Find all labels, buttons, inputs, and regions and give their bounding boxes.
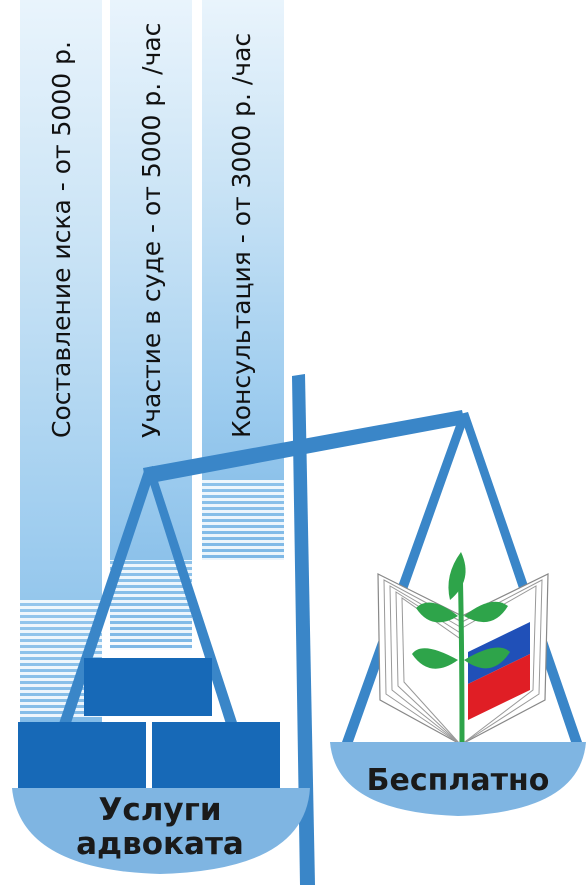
left-pan-label-line1: Услуги <box>98 792 221 828</box>
brick-top <box>84 658 212 716</box>
right-string-outer <box>342 414 468 742</box>
brick-bottom-left <box>18 722 146 788</box>
left-string-outer <box>40 468 154 780</box>
scale-post <box>292 374 315 885</box>
book-sprout-flag-icon <box>377 552 549 746</box>
right-pan-label: Бесплатно <box>367 763 550 798</box>
brick-stack <box>18 658 280 788</box>
column-label-1: Составление иска - от 5000 р. <box>47 41 76 438</box>
left-pan <box>12 788 310 874</box>
scale-beam <box>143 410 465 484</box>
right-pan <box>330 742 586 816</box>
brick-bottom-right <box>152 722 280 788</box>
column-label-2: Участие в суде - от 5000 р. /час <box>137 23 166 438</box>
left-pan-label-line2: адвоката <box>76 826 244 862</box>
left-string-inner <box>145 466 250 762</box>
right-string-inner <box>460 412 582 742</box>
price-columns <box>20 0 284 760</box>
column-label-3: Консультация - от 3000 р. /час <box>227 33 256 438</box>
